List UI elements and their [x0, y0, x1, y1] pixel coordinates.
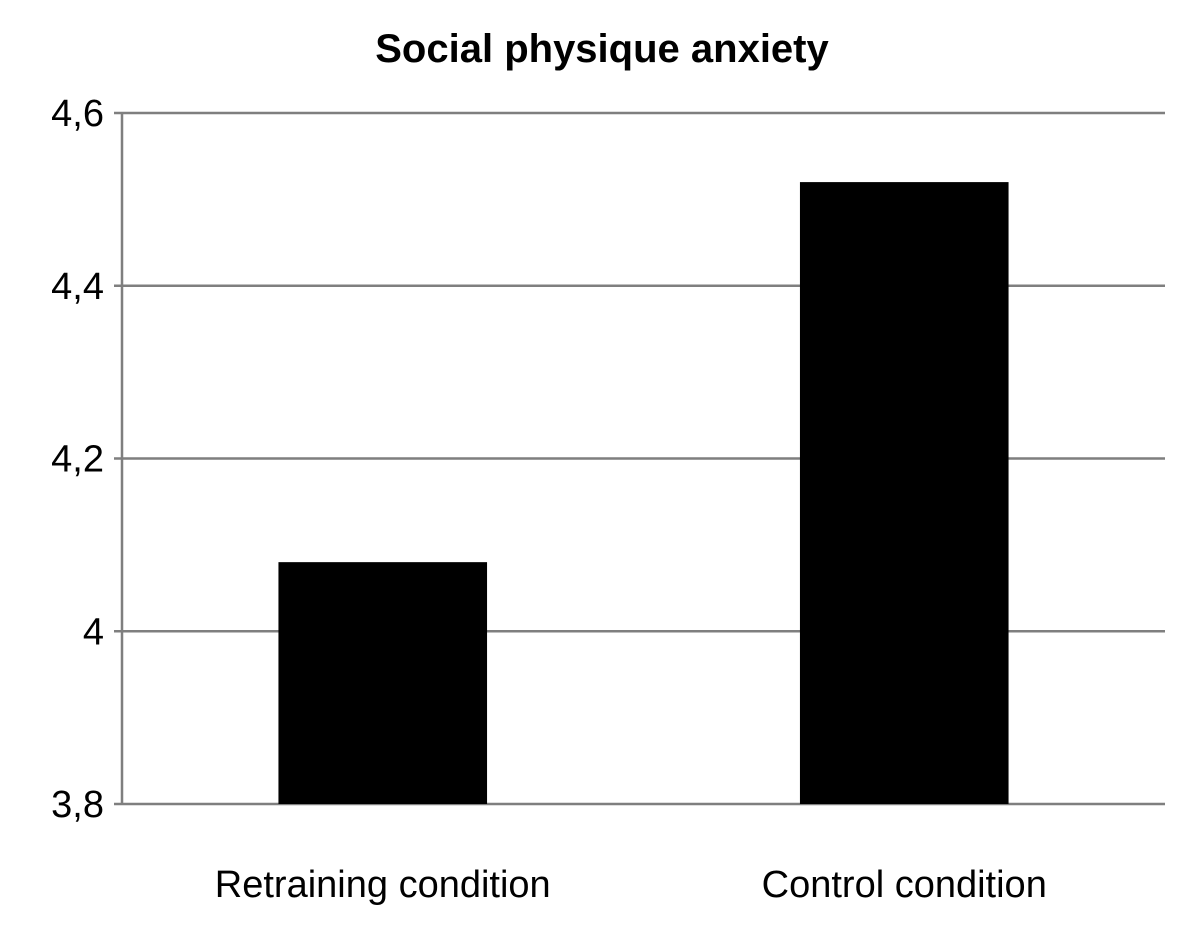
x-category-label: Retraining condition	[215, 864, 551, 906]
y-axis-ticks: 3,8 4 4,2 4,4 4,6	[51, 93, 104, 826]
y-tick-label: 4,2	[51, 439, 104, 481]
bars	[278, 182, 1009, 805]
bar-2	[799, 182, 1009, 805]
y-tick-label: 3,8	[51, 784, 104, 826]
x-category-label: Control condition	[762, 864, 1047, 906]
bar-1	[278, 562, 488, 804]
y-tick-label: 4,4	[51, 266, 104, 308]
category-labels: Retraining condition Control condition	[215, 864, 1047, 906]
y-tick-label: 4	[83, 611, 104, 653]
y-tick-label: 4,6	[51, 93, 104, 135]
chart-title: Social physique anxiety	[375, 27, 829, 71]
